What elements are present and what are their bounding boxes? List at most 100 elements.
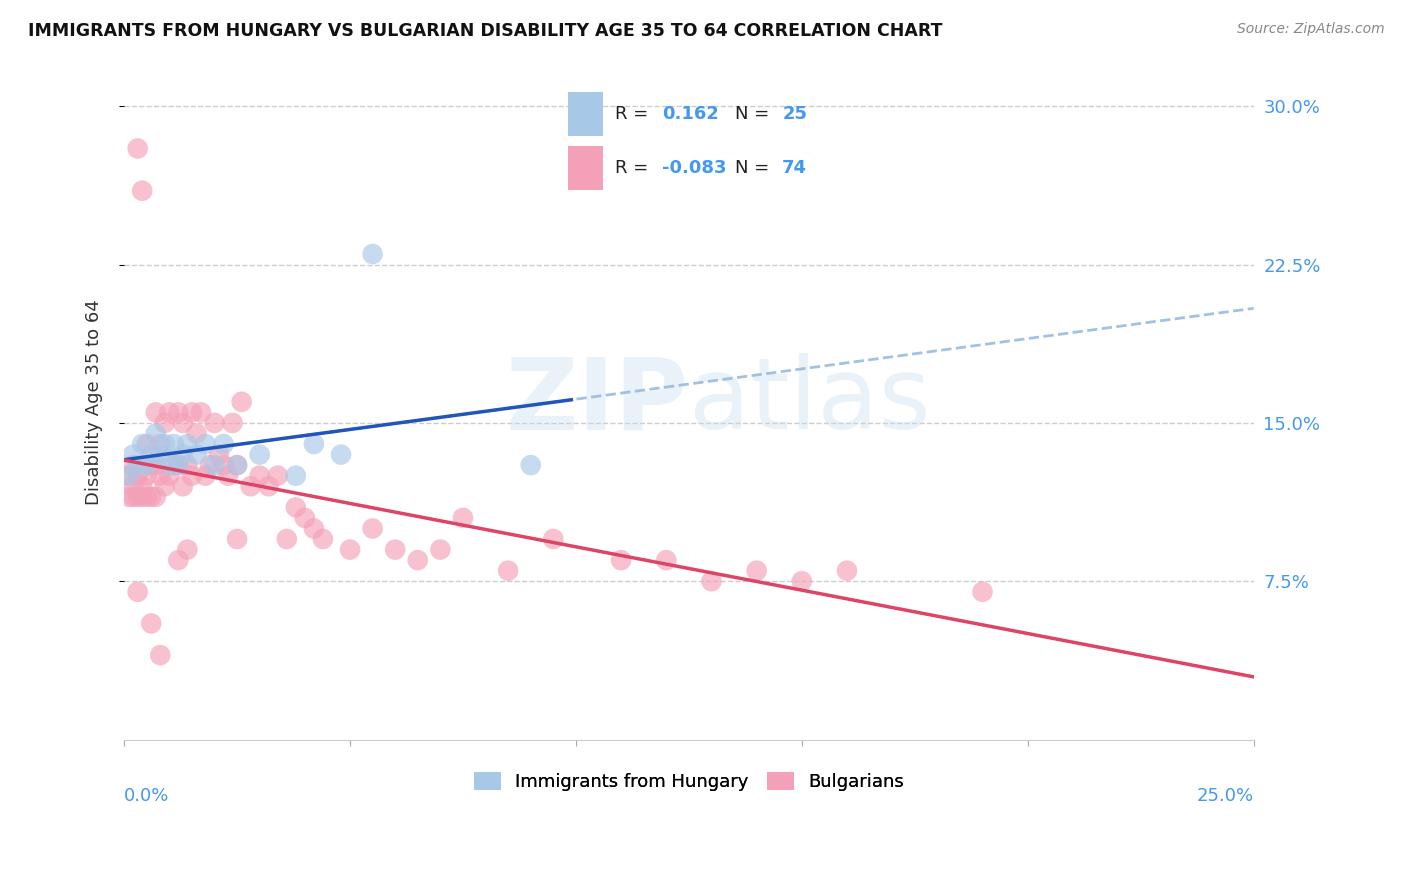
- Text: atlas: atlas: [689, 353, 931, 450]
- Point: [118, 468, 141, 483]
- Point: [361, 247, 384, 261]
- Point: [141, 458, 163, 472]
- Point: [190, 405, 212, 419]
- Point: [339, 542, 361, 557]
- Point: [157, 458, 180, 472]
- Point: [149, 648, 172, 662]
- Text: IMMIGRANTS FROM HUNGARY VS BULGARIAN DISABILITY AGE 35 TO 64 CORRELATION CHART: IMMIGRANTS FROM HUNGARY VS BULGARIAN DIS…: [28, 22, 942, 40]
- Y-axis label: Disability Age 35 to 64: Disability Age 35 to 64: [86, 299, 103, 505]
- Point: [384, 542, 406, 557]
- Point: [153, 416, 176, 430]
- Point: [135, 437, 157, 451]
- Point: [239, 479, 262, 493]
- Point: [226, 458, 249, 472]
- Point: [186, 426, 208, 441]
- Point: [141, 490, 163, 504]
- Point: [276, 532, 298, 546]
- Point: [745, 564, 768, 578]
- Point: [451, 511, 474, 525]
- Text: 0.0%: 0.0%: [124, 787, 170, 805]
- Point: [118, 468, 141, 483]
- Point: [284, 468, 307, 483]
- Point: [149, 448, 172, 462]
- Text: 25.0%: 25.0%: [1197, 787, 1254, 805]
- Point: [153, 479, 176, 493]
- Point: [267, 468, 290, 483]
- Point: [972, 584, 994, 599]
- Point: [163, 458, 186, 472]
- Point: [122, 458, 145, 472]
- Point: [231, 394, 253, 409]
- Point: [145, 458, 167, 472]
- Point: [302, 437, 325, 451]
- Point: [204, 416, 226, 430]
- Point: [194, 437, 217, 451]
- Point: [167, 553, 190, 567]
- Point: [157, 468, 180, 483]
- Point: [122, 490, 145, 504]
- Point: [198, 458, 221, 472]
- Point: [406, 553, 429, 567]
- Point: [127, 584, 149, 599]
- Point: [149, 437, 172, 451]
- Point: [167, 458, 190, 472]
- Point: [135, 458, 157, 472]
- Point: [167, 458, 190, 472]
- Point: [145, 490, 167, 504]
- Text: Source: ZipAtlas.com: Source: ZipAtlas.com: [1237, 22, 1385, 37]
- Point: [217, 468, 239, 483]
- Point: [361, 521, 384, 535]
- Point: [131, 437, 153, 451]
- Point: [212, 458, 235, 472]
- Point: [194, 468, 217, 483]
- Point: [700, 574, 723, 589]
- Legend: Immigrants from Hungary, Bulgarians: Immigrants from Hungary, Bulgarians: [467, 764, 911, 798]
- Point: [153, 437, 176, 451]
- Point: [249, 468, 271, 483]
- Point: [172, 479, 194, 493]
- Point: [167, 405, 190, 419]
- Point: [330, 448, 353, 462]
- Point: [212, 437, 235, 451]
- Point: [149, 468, 172, 483]
- Point: [312, 532, 335, 546]
- Point: [496, 564, 519, 578]
- Point: [226, 532, 249, 546]
- Point: [835, 564, 858, 578]
- Point: [135, 490, 157, 504]
- Point: [131, 184, 153, 198]
- Point: [176, 437, 198, 451]
- Point: [127, 468, 149, 483]
- Point: [127, 490, 149, 504]
- Point: [135, 468, 157, 483]
- Point: [429, 542, 451, 557]
- Point: [790, 574, 813, 589]
- Point: [655, 553, 678, 567]
- Point: [176, 458, 198, 472]
- Point: [141, 448, 163, 462]
- Point: [127, 141, 149, 155]
- Point: [145, 405, 167, 419]
- Point: [141, 616, 163, 631]
- Point: [131, 479, 153, 493]
- Point: [226, 458, 249, 472]
- Point: [543, 532, 565, 546]
- Point: [208, 448, 231, 462]
- Point: [172, 448, 194, 462]
- Point: [204, 458, 226, 472]
- Point: [257, 479, 280, 493]
- Point: [172, 416, 194, 430]
- Point: [163, 437, 186, 451]
- Point: [176, 542, 198, 557]
- Point: [118, 490, 141, 504]
- Point: [180, 468, 202, 483]
- Point: [284, 500, 307, 515]
- Point: [122, 479, 145, 493]
- Point: [180, 405, 202, 419]
- Point: [249, 448, 271, 462]
- Point: [131, 490, 153, 504]
- Point: [127, 458, 149, 472]
- Point: [302, 521, 325, 535]
- Point: [157, 405, 180, 419]
- Point: [122, 448, 145, 462]
